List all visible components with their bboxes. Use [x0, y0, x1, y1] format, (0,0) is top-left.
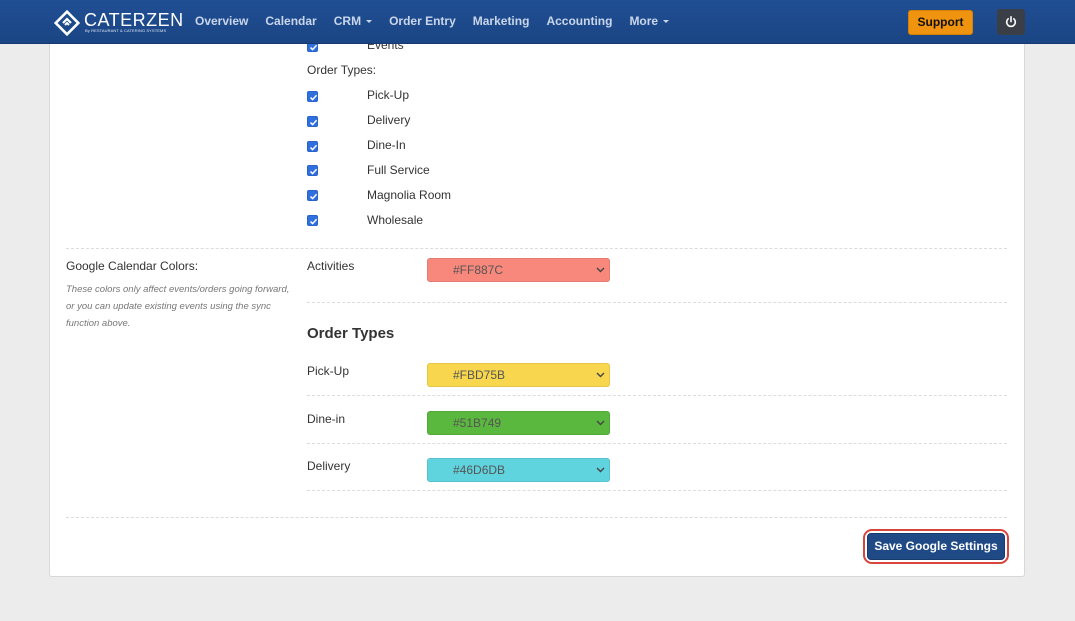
- nav-crm[interactable]: CRM: [333, 14, 373, 28]
- row-divider: [307, 302, 1007, 303]
- delivery-color-label: Delivery: [307, 459, 351, 473]
- save-button-highlight: [863, 529, 1009, 564]
- top-navbar: CATERZEN By RESTAURANT & CATERING SYSTEM…: [0, 0, 1075, 44]
- checkmark-icon: [309, 44, 318, 51]
- delivery-color-select[interactable]: #46D6DB: [427, 458, 610, 482]
- full-service-checkbox[interactable]: [307, 165, 318, 176]
- save-google-settings-button[interactable]: Save Google Settings: [867, 533, 1005, 560]
- order-types-sync-heading: Order Types:: [307, 63, 377, 77]
- pickup-label: Pick-Up: [367, 88, 410, 102]
- chevron-down-icon: [596, 420, 605, 426]
- calendar-colors-title: Google Calendar Colors:: [66, 259, 199, 273]
- pickup-color-value: #FBD75B: [453, 368, 506, 382]
- nav-more-label: More: [629, 14, 659, 28]
- pickup-checkbox[interactable]: [307, 91, 318, 102]
- magnolia-room-checkbox[interactable]: [307, 190, 318, 201]
- nav-overview[interactable]: Overview: [195, 14, 249, 28]
- nav-crm-label: CRM: [333, 14, 362, 28]
- brand-tagline: By RESTAURANT & CATERING SYSTEMS: [85, 28, 167, 33]
- dine-in-color-label: Dine-in: [307, 412, 346, 426]
- row-divider: [307, 443, 1007, 444]
- delivery-label: Delivery: [367, 113, 411, 127]
- chevron-down-icon: [596, 467, 605, 473]
- checkmark-icon: [309, 168, 318, 175]
- checkmark-icon: [309, 144, 318, 151]
- wholesale-label: Wholesale: [367, 213, 424, 227]
- magnolia-room-label: Magnolia Room: [367, 188, 452, 202]
- dine-in-checkbox[interactable]: [307, 141, 318, 152]
- wholesale-checkbox[interactable]: [307, 215, 318, 226]
- brand-name: CATERZEN: [84, 10, 184, 30]
- dine-in-color-value: #51B749: [453, 416, 502, 430]
- main-nav: Overview Calendar CRM Order Entry Marketing A…: [195, 14, 686, 30]
- row-divider: [307, 490, 1007, 491]
- pickup-color-select[interactable]: #FBD75B: [427, 363, 610, 387]
- settings-panel: [49, 30, 1025, 577]
- dine-in-label: Dine-In: [367, 138, 406, 152]
- checkmark-icon: [309, 94, 318, 101]
- chevron-down-icon: [596, 372, 605, 378]
- delivery-checkbox[interactable]: [307, 116, 318, 127]
- logo-diamond-icon: [54, 10, 80, 36]
- nav-marketing[interactable]: Marketing: [472, 14, 530, 28]
- nav-more[interactable]: More: [629, 14, 670, 28]
- row-divider: [307, 395, 1007, 396]
- order-types-colors-heading: Order Types: [307, 325, 395, 342]
- activities-color-select[interactable]: #FF887C: [427, 258, 610, 282]
- calendar-colors-note: These colors only affect events/orders g…: [66, 284, 290, 329]
- checkmark-icon: [309, 218, 318, 225]
- nav-order-entry[interactable]: Order Entry: [389, 14, 456, 28]
- full-service-label: Full Service: [367, 163, 430, 177]
- caterzen-logo[interactable]: CATERZEN By RESTAURANT & CATERING SYSTEM…: [54, 9, 183, 36]
- delivery-color-value: #46D6DB: [453, 463, 506, 477]
- logout-button[interactable]: [997, 9, 1025, 35]
- caret-down-icon: [366, 20, 373, 23]
- checkmark-icon: [309, 119, 318, 126]
- activities-label: Activities: [307, 259, 355, 273]
- section-divider: [66, 248, 1007, 249]
- chevron-down-icon: [596, 267, 605, 273]
- nav-calendar[interactable]: Calendar: [265, 14, 317, 28]
- checkmark-icon: [309, 193, 318, 200]
- nav-accounting[interactable]: Accounting: [546, 14, 613, 28]
- section-divider: [66, 517, 1007, 518]
- power-icon: [1005, 16, 1017, 28]
- support-button[interactable]: Support: [908, 10, 973, 35]
- pickup-color-label: Pick-Up: [307, 364, 350, 378]
- caret-down-icon: [663, 20, 670, 23]
- dine-in-color-select[interactable]: #51B749: [427, 411, 610, 435]
- activities-color-value: #FF887C: [453, 263, 504, 277]
